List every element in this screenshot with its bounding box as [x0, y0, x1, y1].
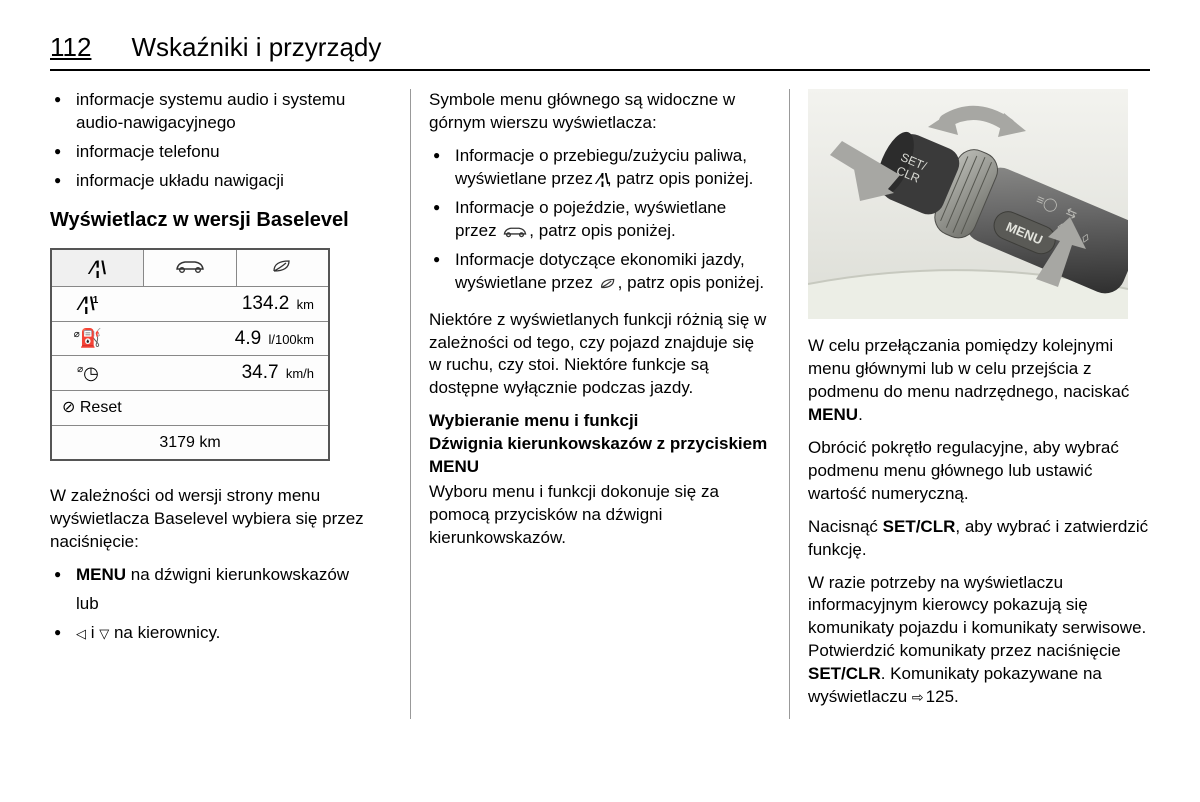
stalk-svg: SET/ CLR MENU ≡◯ ⇆ ◊ ◊ — [808, 89, 1128, 319]
section-heading-baselevel: Wyświetlacz w wersji Baselevel — [50, 207, 392, 234]
page-header: 112 Wskaźniki i przyrządy — [50, 30, 1150, 71]
list-item: MENU na dźwigni kierunkowskazów lub — [50, 564, 392, 616]
leaf-icon — [271, 258, 293, 274]
menu-select-list: MENU na dźwigni kierunkowskazów lub i na… — [50, 564, 392, 645]
list-item: Informacje dotyczące ekonomiki jazdy, wy… — [429, 249, 771, 295]
paragraph: Obrócić pokrętło regulacyjne, aby wybrać… — [808, 437, 1150, 506]
list-item: i na kierownicy. — [50, 622, 392, 645]
leaf-icon — [598, 277, 618, 290]
column-1: informacje systemu audio i systemu audio… — [50, 89, 410, 719]
display-row-distance: ⁄ ¦ \1 134.2 km — [52, 287, 328, 322]
display-row-total: 3179 km — [52, 426, 328, 460]
display-row-fuel: ⌀⛽ 4.9 l/100km — [52, 322, 328, 357]
list-item: Informacje o pojeździe, wyświetlane prze… — [429, 197, 771, 243]
subheading: Wybieranie menu i funkcji Dźwignia kieru… — [429, 410, 771, 479]
menu-label-bold: MENU — [76, 565, 126, 584]
fuel-icon: ⌀⛽ — [60, 326, 116, 350]
or-text: lub — [76, 593, 392, 616]
column-2: Symbole menu głównego są widoczne w górn… — [410, 89, 789, 719]
triangle-down-icon — [99, 623, 109, 642]
paragraph: Symbole menu głównego są widoczne w górn… — [429, 89, 771, 135]
tab-trip-icon: ⁄ ¦ \ — [52, 250, 144, 286]
paragraph: W celu przełączania pomiędzy kolejnymi m… — [808, 335, 1150, 427]
fuel-value: 4.9 l/100km — [116, 326, 320, 352]
car-icon — [173, 258, 207, 274]
triangle-left-icon — [76, 623, 86, 642]
top-bullet-list: informacje systemu audio i systemu audio… — [50, 89, 392, 193]
tab-vehicle-icon — [144, 250, 236, 286]
page-number: 112 — [50, 30, 91, 65]
speed-icon: ⌀◷ — [60, 361, 116, 385]
distance-value: 134.2 km — [116, 291, 320, 317]
paragraph: Nacisnąć SET/CLR, aby wybrać i zatwierdz… — [808, 516, 1150, 562]
car-icon — [501, 225, 529, 238]
reset-label: Reset — [80, 399, 122, 416]
display-tabs: ⁄ ¦ \ — [52, 250, 328, 287]
paragraph: W zależności od wersji strony menu wyświ… — [50, 485, 392, 554]
display-row-reset: ⊘ Reset — [52, 391, 328, 426]
stalk-illustration: SET/ CLR MENU ≡◯ ⇆ ◊ ◊ — [808, 89, 1128, 319]
road-icon: ⁄ ¦ \1 — [60, 292, 116, 316]
symbol-list: Informacje o przebiegu/zużyciu paliwa, w… — [429, 145, 771, 295]
list-item: informacje telefonu — [50, 141, 392, 164]
column-3: SET/ CLR MENU ≡◯ ⇆ ◊ ◊ — [789, 89, 1150, 719]
list-item: Informacje o przebiegu/zużyciu paliwa, w… — [429, 145, 771, 191]
paragraph: W razie potrzeby na wyświetlaczu informa… — [808, 572, 1150, 710]
display-illustration: ⁄ ¦ \ ⁄ ¦ \1 134.2 km — [50, 248, 330, 461]
speed-value: 34.7 km/h — [116, 360, 320, 386]
list-item: informacje systemu audio i systemu audio… — [50, 89, 392, 135]
paragraph: Niektóre z wyświetlanych funkcji różnią … — [429, 309, 771, 401]
road-icon: ⁄ ¦ \ — [598, 171, 607, 188]
check-icon: ⊘ — [62, 399, 75, 416]
display-row-speed: ⌀◷ 34.7 km/h — [52, 356, 328, 391]
content-columns: informacje systemu audio i systemu audio… — [50, 89, 1150, 719]
paragraph: Wyboru menu i funkcji dokonuje się za po… — [429, 481, 771, 550]
chapter-title: Wskaźniki i przyrządy — [131, 30, 381, 65]
xref-icon — [912, 687, 926, 706]
list-item: informacje układu nawigacji — [50, 170, 392, 193]
tab-eco-icon — [237, 250, 328, 286]
